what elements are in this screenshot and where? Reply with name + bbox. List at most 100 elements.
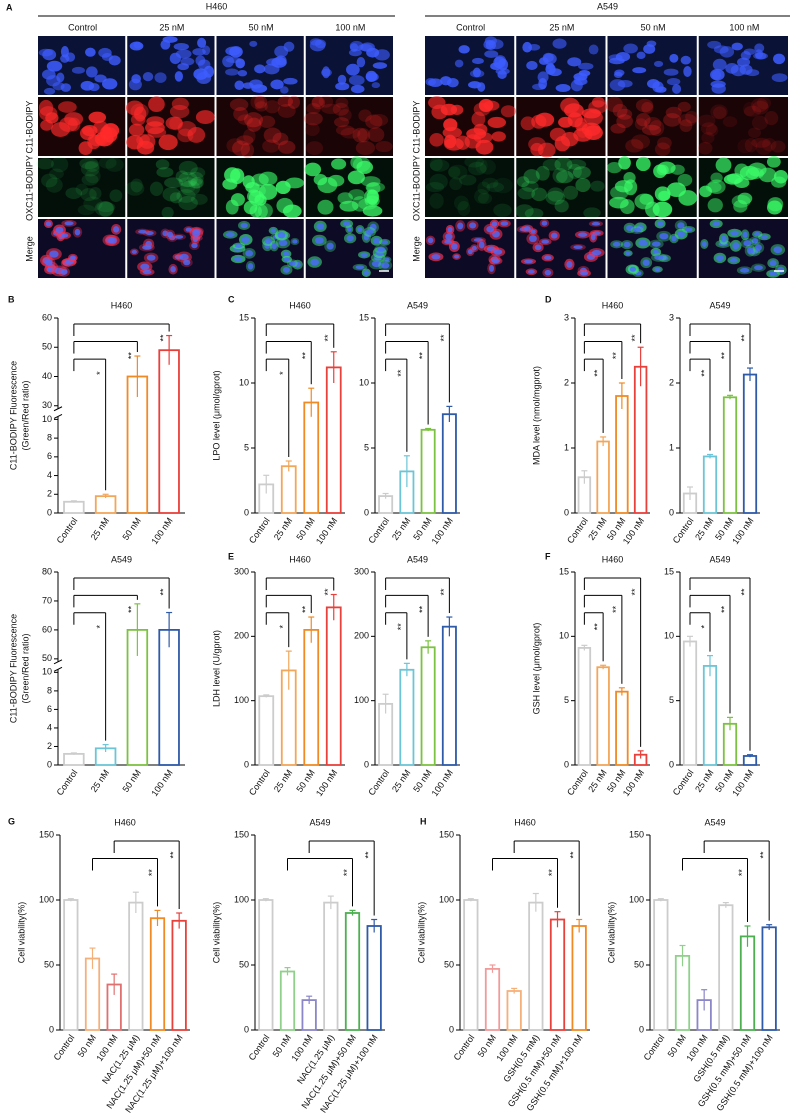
cell xyxy=(225,57,242,64)
y-tick-label: 60 xyxy=(42,312,52,322)
cell xyxy=(475,158,488,174)
nucleus xyxy=(591,221,601,226)
cell xyxy=(560,97,580,114)
cell xyxy=(311,96,326,110)
bar xyxy=(506,990,522,1031)
cell xyxy=(340,127,361,139)
cell xyxy=(374,49,390,61)
cell xyxy=(555,84,571,93)
cell xyxy=(337,74,347,85)
chart-title: H460 xyxy=(602,300,624,310)
nucleus xyxy=(566,261,573,268)
cell xyxy=(515,204,534,218)
cell xyxy=(635,156,651,172)
cell xyxy=(756,96,772,110)
cell xyxy=(169,104,190,119)
cell xyxy=(677,173,693,187)
cell xyxy=(81,174,99,186)
cell xyxy=(49,168,64,180)
nucleus xyxy=(365,229,374,235)
cell xyxy=(96,201,116,213)
cell xyxy=(365,114,383,129)
nucleus xyxy=(431,254,441,260)
cell xyxy=(108,55,121,66)
y-tick-label: 15 xyxy=(559,566,569,576)
cell xyxy=(737,139,753,154)
cell xyxy=(125,181,145,196)
cell xyxy=(304,122,320,137)
bar xyxy=(420,428,436,514)
cell xyxy=(193,68,208,80)
cell xyxy=(608,57,625,65)
cell xyxy=(665,106,682,119)
significance: ** xyxy=(739,334,749,342)
y-tick-label: 5 xyxy=(564,695,569,705)
cell xyxy=(457,200,471,216)
nucleus xyxy=(701,240,707,248)
cell xyxy=(350,156,363,169)
chart-title: A549 xyxy=(309,817,330,827)
nucleus xyxy=(527,269,535,274)
nucleus xyxy=(625,251,631,256)
nucleus xyxy=(743,240,752,247)
panel-label: C xyxy=(228,294,235,304)
x-tick-label: 100 nM xyxy=(430,768,455,798)
cell xyxy=(464,156,485,168)
y-tick-label: 100 xyxy=(354,695,369,705)
y-tick-label: 300 xyxy=(354,566,369,576)
cell xyxy=(455,135,470,150)
cell xyxy=(131,74,141,84)
bar xyxy=(484,968,501,1031)
chart-title: A549 xyxy=(709,300,730,310)
significance: ** xyxy=(439,334,449,342)
cell xyxy=(545,63,556,75)
chart-title: A549 xyxy=(111,554,132,564)
y-tick-label: 70 xyxy=(42,595,52,605)
cell xyxy=(459,174,477,186)
nucleus xyxy=(264,238,273,245)
nucleus xyxy=(530,229,536,234)
cell xyxy=(657,136,672,150)
cell xyxy=(619,199,635,215)
cell xyxy=(229,98,249,111)
nucleus xyxy=(277,231,286,239)
x-tick-label: 25 nM xyxy=(272,768,295,794)
y-tick-label: 0 xyxy=(564,507,569,517)
nucleus xyxy=(363,233,370,241)
x-tick-label: Control xyxy=(55,768,80,798)
cell xyxy=(672,84,682,94)
y-tick-label: 2 xyxy=(564,377,569,387)
cell xyxy=(80,161,100,177)
cell xyxy=(658,190,671,202)
nucleus xyxy=(445,233,453,240)
micrograph xyxy=(425,158,515,217)
nucleus xyxy=(541,220,548,226)
cell xyxy=(243,128,256,144)
nucleus xyxy=(241,236,250,244)
cell xyxy=(362,205,383,217)
cell xyxy=(258,115,276,128)
nucleus xyxy=(578,232,588,237)
cell xyxy=(554,199,569,213)
cell xyxy=(468,161,487,176)
y-tick-label: 0 xyxy=(364,507,369,517)
nucleus xyxy=(654,254,664,261)
cell xyxy=(339,200,359,212)
y-axis-label: LDH level (U/gprot) xyxy=(211,630,221,707)
cell xyxy=(364,195,380,207)
y-axis-label: LPO level (μmol/gprot) xyxy=(211,370,221,460)
column-label: 100 nM xyxy=(335,22,365,32)
cell xyxy=(258,171,278,186)
x-tick-label: 100 nM xyxy=(314,768,339,798)
micrograph xyxy=(698,97,788,156)
cell xyxy=(85,47,96,57)
cell xyxy=(78,141,93,155)
y-axis-label: Cell viability(%) xyxy=(211,902,221,964)
y-tick-label: 2 xyxy=(669,377,674,387)
cell xyxy=(610,123,626,134)
x-tick-label: Control xyxy=(366,768,391,798)
nucleus xyxy=(294,261,301,268)
cell xyxy=(520,116,536,131)
cell xyxy=(697,114,716,128)
y-tick-label: 0 xyxy=(669,507,674,517)
